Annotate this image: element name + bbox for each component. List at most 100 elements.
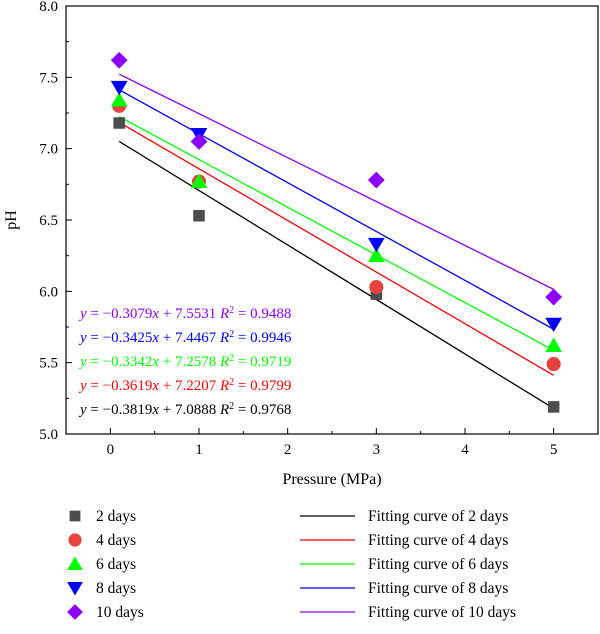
fit-line-8-days: [118, 89, 554, 330]
fit-equation-10-days: y = −0.3079x + 7.5531 R2 = 0.9488: [78, 305, 291, 323]
data-point-10-days: [110, 51, 128, 69]
x-tick-label: 3: [373, 442, 381, 458]
equation-part: x: [151, 330, 159, 346]
legend-fit-label: Fitting curve of 4 days: [368, 532, 508, 549]
equation-part: y: [78, 306, 87, 322]
equation-part: = −0.3425: [87, 330, 153, 346]
data-point-2-days: [193, 209, 205, 222]
data-point-4-days: [546, 357, 561, 372]
y-tick-label: 7.0: [39, 142, 58, 158]
x-tick-label: 2: [284, 442, 292, 458]
legend-label: 6 days: [96, 556, 136, 573]
equation-part: = −0.3619: [87, 378, 153, 394]
legend-item-2-days: 2 days: [69, 508, 136, 525]
equation-part: + 7.2207: [159, 378, 220, 394]
legend-fit-label: Fitting curve of 6 days: [368, 556, 508, 573]
y-tick-label: 5.5: [39, 356, 58, 372]
fit-line-10-days: [118, 73, 554, 290]
legend-marker: [67, 604, 83, 620]
equation-part: = 0.9946: [234, 330, 292, 346]
legend-label: 4 days: [96, 532, 136, 549]
equation-part: R: [219, 378, 229, 394]
fit-equation-6-days: y = −0.3342x + 7.2578 R2 = 0.9719: [78, 353, 291, 371]
x-axis-title: Pressure (MPa): [282, 471, 381, 488]
equation-part: 2: [229, 377, 234, 388]
x-tick-label: 0: [107, 442, 115, 458]
legend-fit-item-6-days: Fitting curve of 6 days: [300, 556, 508, 573]
legend-label: 2 days: [96, 508, 136, 525]
legend-item-6-days: 6 days: [67, 556, 136, 573]
data-point-10-days: [367, 171, 385, 189]
equation-part: R: [219, 354, 229, 370]
legend-label: 8 days: [96, 580, 136, 597]
legend-item-8-days: 8 days: [67, 580, 136, 597]
equation-part: x: [151, 306, 159, 322]
x-tick-label: 5: [550, 442, 558, 458]
equation-part: + 7.5531: [159, 306, 220, 322]
legend-item-4-days: 4 days: [68, 532, 136, 549]
data-point-2-days: [113, 117, 125, 129]
legend-label: 10 days: [96, 604, 144, 621]
equation-part: x: [151, 378, 159, 394]
fit-equation-4-days: y = −0.3619x + 7.2207 R2 = 0.9799: [78, 377, 291, 395]
equation-part: x: [151, 402, 159, 418]
legend-fit-label: Fitting curve of 8 days: [368, 580, 508, 597]
equation-part: = 0.9768: [234, 402, 291, 418]
legend-fit-item-8-days: Fitting curve of 8 days: [300, 580, 508, 597]
fit-line-4-days: [118, 121, 554, 376]
equation-part: y: [78, 378, 87, 394]
data-point-6-days: [367, 247, 385, 263]
equation-part: 2: [229, 401, 234, 412]
equation-part: x: [151, 354, 159, 370]
fit-line-6-days: [118, 116, 554, 351]
equation-part: = −0.3342: [87, 354, 153, 370]
equation-part: y: [78, 330, 87, 346]
y-tick-label: 6.5: [39, 213, 58, 229]
data-point-2-days: [370, 288, 383, 300]
equation-part: + 7.4467: [159, 330, 220, 346]
equation-part: + 7.2578: [159, 354, 220, 370]
data-point-10-days: [545, 288, 563, 306]
y-tick-label: 6.0: [39, 284, 58, 300]
equation-part: = 0.9799: [234, 378, 291, 394]
equation-part: R: [219, 402, 229, 418]
legend-marker: [68, 533, 82, 547]
legend-fit-item-10-days: Fitting curve of 10 days: [300, 604, 516, 621]
data-point-6-days: [190, 173, 208, 188]
equation-part: 2: [229, 353, 234, 364]
equation-part: = −0.3819: [87, 402, 153, 418]
equation-part: + 7.0888: [159, 402, 220, 418]
legend-item-10-days: 10 days: [67, 604, 144, 621]
fit-equation-8-days: y = −0.3425x + 7.4467 R2 = 0.9946: [78, 329, 292, 347]
data-point-6-days: [110, 92, 128, 107]
data-point-6-days: [545, 337, 563, 352]
equation-part: R: [219, 306, 229, 322]
data-point-8-days: [367, 237, 385, 253]
equation-part: = 0.9719: [234, 354, 291, 370]
legend-fit-item-2-days: Fitting curve of 2 days: [300, 508, 508, 525]
equation-part: = −0.3079: [87, 306, 153, 322]
legend-marker: [67, 556, 83, 570]
equation-part: = 0.9488: [234, 306, 291, 322]
legend-fit-label: Fitting curve of 10 days: [368, 604, 516, 621]
fit-line-2-days: [118, 140, 555, 409]
data-point-10-days: [190, 133, 208, 150]
y-axis-title: pH: [3, 210, 20, 230]
x-tick-label: 4: [461, 442, 469, 458]
equation-part: 2: [229, 329, 234, 340]
legend-marker: [69, 510, 81, 522]
legend-marker: [67, 582, 83, 596]
x-tick-label: 1: [195, 442, 203, 458]
data-point-8-days: [545, 317, 563, 333]
equation-part: R: [219, 330, 229, 346]
y-tick-label: 8.0: [39, 0, 58, 15]
y-tick-label: 5.0: [39, 427, 58, 443]
legend-fit-label: Fitting curve of 2 days: [368, 508, 508, 525]
equation-part: 2: [229, 305, 234, 316]
legend-fit-item-4-days: Fitting curve of 4 days: [300, 532, 508, 549]
fit-equation-2-days: y = −0.3819x + 7.0888 R2 = 0.9768: [78, 401, 291, 419]
y-tick-label: 7.5: [39, 70, 58, 86]
data-point-4-days: [369, 280, 384, 295]
data-point-2-days: [547, 401, 560, 413]
